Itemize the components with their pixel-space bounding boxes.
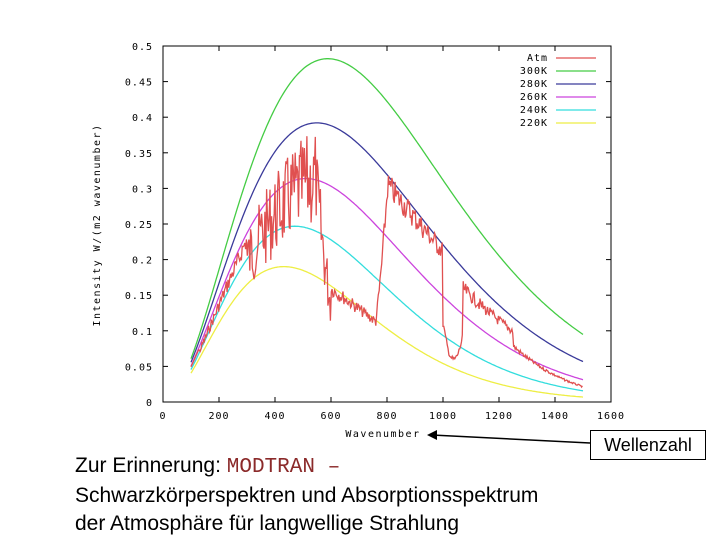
y-tick-label: 0.35: [125, 149, 153, 160]
x-tick-label: 200: [208, 411, 229, 422]
y-tick-label: 0.3: [132, 184, 153, 195]
series-line-260k: [190, 177, 584, 381]
legend-label-atm: Atm: [527, 53, 548, 64]
y-tick-label: 0.25: [125, 220, 153, 231]
annotation-arrow: [427, 430, 591, 444]
wellenzahl-annotation: Wellenzahl: [590, 430, 706, 460]
y-tick-label: 0.1: [132, 327, 153, 338]
y-axis-label: Intensity W/(m2 wavenumber): [92, 123, 103, 326]
caption-line-2: Schwarzkörperspektren und Absorptionsspe…: [75, 484, 539, 507]
y-tick-label: 0.05: [125, 362, 153, 373]
legend-label-260k: 260K: [520, 92, 548, 103]
x-tick-label: 600: [320, 411, 341, 422]
y-tick-label: 0.4: [132, 113, 153, 124]
y-tick-label: 0.15: [125, 291, 153, 302]
x-tick-label: 800: [376, 411, 397, 422]
legend-label-240k: 240K: [520, 105, 548, 116]
y-tick-label: 0: [146, 398, 153, 409]
caption-line-3: der Atmosphäre für langwellige Strahlung: [75, 512, 460, 535]
series-line-300k: [190, 58, 584, 359]
x-tick-label: 1600: [597, 411, 625, 422]
x-tick-label: 1200: [485, 411, 513, 422]
legend: Atm 300K 280K 260K 240K 220K: [520, 53, 596, 129]
legend-label-300k: 300K: [520, 66, 548, 77]
series-line-280k: [190, 122, 584, 363]
y-tick-label: 0.45: [125, 78, 153, 89]
x-axis-label: Wavenumber: [345, 429, 420, 440]
y-tick-label: 0.5: [132, 42, 153, 53]
caption-prefix: Zur Erinnerung:: [75, 454, 227, 477]
x-tick-label: 1400: [541, 411, 569, 422]
caption: Zur Erinnerung: MODTRAN – Schwarzkörpers…: [75, 452, 675, 538]
x-tick-label: 0: [159, 411, 166, 422]
wellenzahl-label: Wellenzahl: [604, 434, 692, 455]
series-line-220k: [190, 265, 584, 398]
legend-label-280k: 280K: [520, 79, 548, 90]
caption-modtran: MODTRAN –: [226, 456, 341, 479]
axes: 0 200 400 600 800 1000 1200 1400 1600 0 0.05 0.1 0.1…: [125, 42, 625, 422]
y-tick-label: 0.2: [132, 256, 153, 267]
series-group: [190, 58, 584, 398]
x-tick-label: 400: [264, 411, 285, 422]
x-tick-label: 1000: [429, 411, 457, 422]
series-line-240k: [190, 225, 584, 392]
legend-label-220k: 220K: [520, 118, 548, 129]
series-line-atm: [190, 136, 583, 389]
